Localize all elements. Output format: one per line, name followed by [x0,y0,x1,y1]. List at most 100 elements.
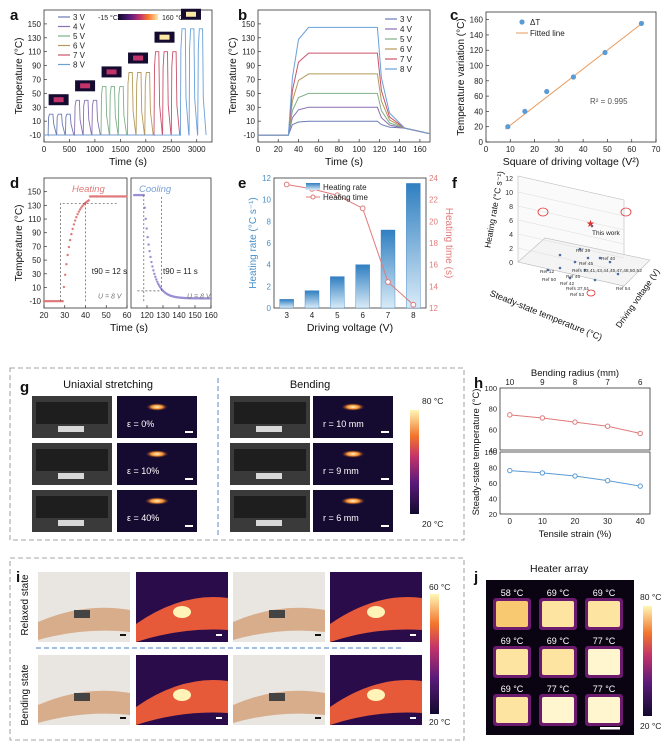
y-tick-label: 150 [242,20,256,29]
x-tick-label: 100 [352,145,366,154]
y-tick-label: 60 [489,479,497,488]
y-tick-label: 40 [489,446,497,455]
heater-cell [496,697,528,723]
x-tick-label: 0 [508,517,513,526]
x-tick-label: 20 [530,145,539,154]
thermal-hotspot [340,497,366,505]
y-tick-label: 80 [489,405,497,414]
legend-label: 4 V [400,25,413,34]
thermal-inset-hot [80,83,91,89]
panel-h: h 40 60 80 100 20 40 60 80 100 0 10 20 30 40 10 9 8 7 6 Bend… [471,368,651,540]
heating-point [65,262,68,266]
scale-bar [381,431,389,433]
y-tick-label: 2 [509,246,513,253]
panel-j: j Heater array 58 °C 69 °C 69 °C 69 °C 69 °C 77… [473,563,661,735]
y-tick-label: 70 [246,75,255,84]
y-tick-label: 50 [246,89,255,98]
bending-point [507,412,513,418]
colorbar-min-label: 20 °C [429,717,450,727]
y-tick-label: 70 [32,242,41,251]
y-tick-label: -10 [29,131,41,140]
ref-label: Refs 37,51 [566,286,590,292]
heating-rate-bar [355,264,370,309]
arm-skin [38,690,130,723]
device-clamp [36,402,108,424]
data-point [570,74,577,80]
condition-label: r = 10 mm [323,419,364,429]
panel-letter-d: d [10,175,19,192]
condition-label: ε = 40% [127,513,159,523]
y-tick-label: 150 [28,20,42,29]
legend-marker [519,19,525,25]
heating-title: Heating [72,184,105,195]
r-squared-annotation: R² = 0.995 [590,97,628,106]
panel-letter-b: b [238,7,247,24]
thermal-hotspot [145,403,169,411]
y-tick-label: 80 [489,464,497,473]
grid-line [517,233,625,259]
colorbar-max-label: 160 °C [162,14,183,22]
plot-frame [485,11,657,143]
heater-cell [496,601,528,627]
strain-point [539,470,546,476]
heating-rate-bar [406,183,421,309]
heater-temp-label: 77 °C [593,684,616,694]
heating-point [73,219,77,222]
x-tick-label: 30 [554,145,563,154]
colorbar [118,14,158,20]
device-heater [256,520,282,526]
cooling-point [153,272,156,276]
heating-point [80,206,83,209]
panel-c: c 0 10 20 30 40 50 60 70 0 20 40 60 80 100 120 140 160 Squ… [450,7,661,168]
x-tick-label: 10 [538,517,547,526]
heater-temp-label: 69 °C [501,684,524,694]
panel-letter-i: i [16,569,20,586]
plot-frame [257,9,431,143]
bending-title: Bending [290,379,330,391]
legend-label: 6 V [400,45,413,54]
ref-point [598,256,602,260]
heating-point [76,213,79,216]
legend-label: 6 V [73,42,86,51]
condition-label: r = 6 mm [323,513,359,523]
series-line-6V [44,72,154,136]
heater-array-title: Heater array [530,563,589,575]
x-tick-label: 3 [284,311,289,320]
panel-i-frame [9,557,465,741]
y-tick-label: 6 [267,239,272,248]
colorbar-min-label: 20 °C [640,721,661,731]
x-tick-label: 40 [294,145,303,154]
x-tick-label: 120 [140,311,154,320]
x2-tick-label: 6 [638,378,643,387]
thermal-hotspot [144,450,170,458]
x-tick-label: 4 [310,311,315,320]
heating-rate-bar [380,229,396,309]
y-tick-label: 0 [509,260,513,267]
y-axis-label: Temperature variation (°C) [456,18,467,135]
y-tick-label: 20 [489,510,497,519]
series-line-3V [258,120,431,136]
x-tick-label: 0 [42,145,47,154]
panel-letter-h: h [474,375,483,392]
device-heater [58,520,84,526]
series-line-4V [258,106,431,136]
ref-label: Ref 39 [576,248,590,254]
data-point [602,49,608,56]
arm-thermal [330,597,422,642]
y-tick-label: 30 [32,103,41,112]
legend-swatch [306,183,320,190]
x-tick-label: 0 [256,145,261,154]
y-tick-label: 30 [32,270,41,279]
panel-a: a 0 500 1000 1500 2000 2500 3000 -10 10 30 50 70 90 11… [10,7,213,168]
y-tick-label: 110 [28,48,41,57]
heating-point [87,199,91,202]
y-tick-label: 0 [479,138,484,147]
y-tick-label: 60 [474,92,483,101]
y-tick-label: 50 [32,256,41,265]
thermal-inset-hot [106,69,117,75]
heater-temp-label: 69 °C [593,588,616,598]
colorbar-max-label: 60 °C [429,582,450,592]
device-heater [58,473,84,479]
x-tick-label: 50 [102,311,111,320]
